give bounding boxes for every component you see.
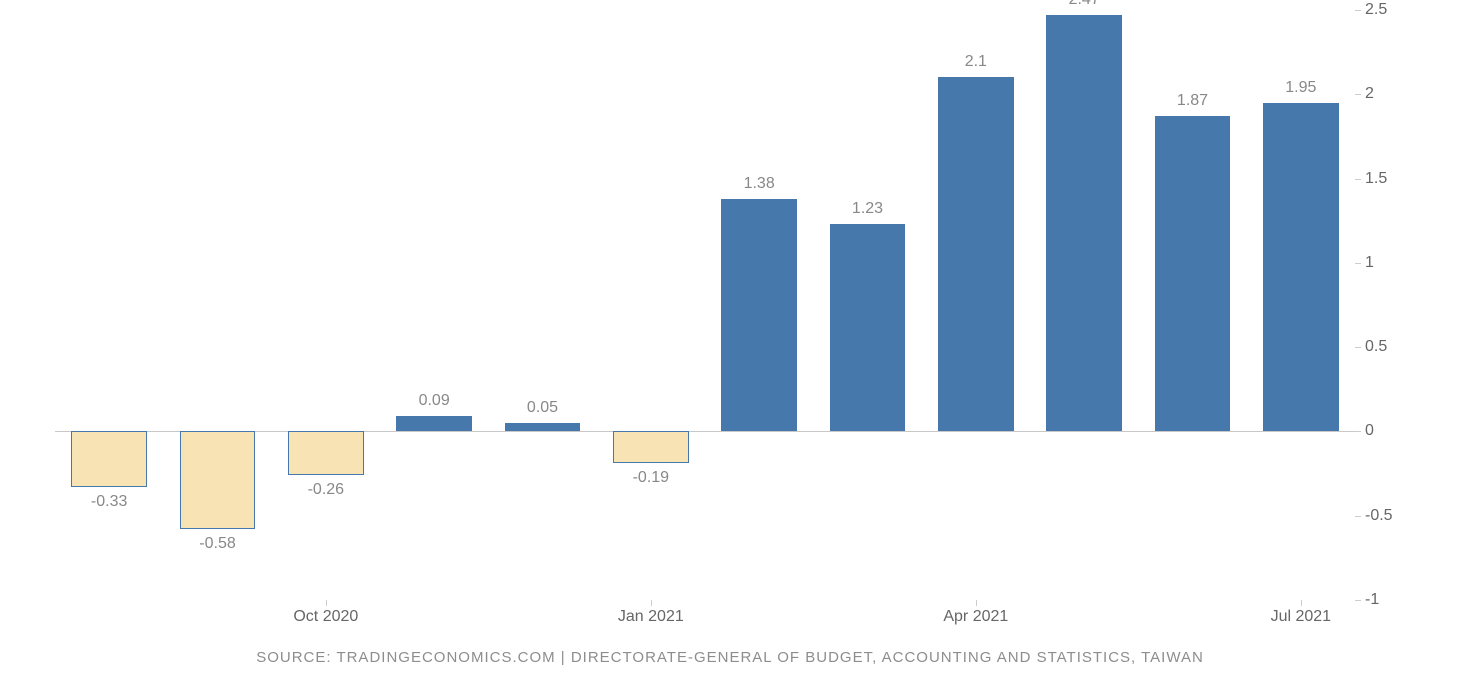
y-tick: [1355, 347, 1361, 348]
y-tick-label: -0.5: [1365, 507, 1455, 525]
bar-value-label: -0.58: [199, 535, 235, 553]
bar: [71, 431, 147, 487]
bar-value-label: 0.05: [527, 399, 558, 417]
bar-value-label: 2.47: [1069, 0, 1100, 9]
y-tick: [1355, 179, 1361, 180]
source-text: SOURCE: TRADINGECONOMICS.COM | DIRECTORA…: [0, 649, 1460, 666]
x-tick-label: Jul 2021: [1271, 608, 1332, 626]
x-tick-label: Oct 2020: [293, 608, 358, 626]
bar: [180, 431, 256, 529]
chart-container: -1 -0.5 0 0.5 1 1.5 2 2.5 -0.33 -0.58 -0.26 0.09 0.0…: [0, 0, 1460, 680]
x-tick: [651, 600, 652, 606]
x-tick: [1301, 600, 1302, 606]
bar-value-label: -0.33: [91, 493, 127, 511]
bar-value-label: 2.1: [965, 53, 987, 71]
bar: [1263, 103, 1339, 432]
x-tick: [326, 600, 327, 606]
y-tick-label: 0: [1365, 422, 1455, 440]
bar: [505, 423, 581, 431]
bar-value-label: 1.23: [852, 200, 883, 218]
y-tick: [1355, 600, 1361, 601]
y-tick-label: -1: [1365, 591, 1455, 609]
bar: [288, 431, 364, 475]
x-tick: [976, 600, 977, 606]
bar: [1046, 15, 1122, 431]
bar-value-label: 1.87: [1177, 92, 1208, 110]
y-tick: [1355, 10, 1361, 11]
bar: [396, 416, 472, 431]
bar-value-label: -0.19: [633, 469, 669, 487]
x-tick-label: Apr 2021: [943, 608, 1008, 626]
plot-area: -1-0.500.511.522.5-0.33-0.58-0.260.090.0…: [55, 10, 1355, 600]
y-tick-label: 1.5: [1365, 170, 1455, 188]
bar-value-label: 1.38: [744, 175, 775, 193]
bar-value-label: -0.26: [308, 481, 344, 499]
y-tick: [1355, 431, 1361, 432]
bar: [1155, 116, 1231, 431]
bar: [721, 199, 797, 432]
y-tick-label: 0.5: [1365, 338, 1455, 356]
bar-value-label: 0.09: [419, 392, 450, 410]
bar: [938, 77, 1014, 431]
bar: [613, 431, 689, 463]
y-tick-label: 2: [1365, 85, 1455, 103]
y-tick-label: 1: [1365, 254, 1455, 272]
y-tick: [1355, 94, 1361, 95]
y-tick: [1355, 263, 1361, 264]
y-tick: [1355, 516, 1361, 517]
bar: [830, 224, 906, 431]
bar-value-label: 1.95: [1285, 79, 1316, 97]
x-tick-label: Jan 2021: [618, 608, 684, 626]
y-tick-label: 2.5: [1365, 1, 1455, 19]
